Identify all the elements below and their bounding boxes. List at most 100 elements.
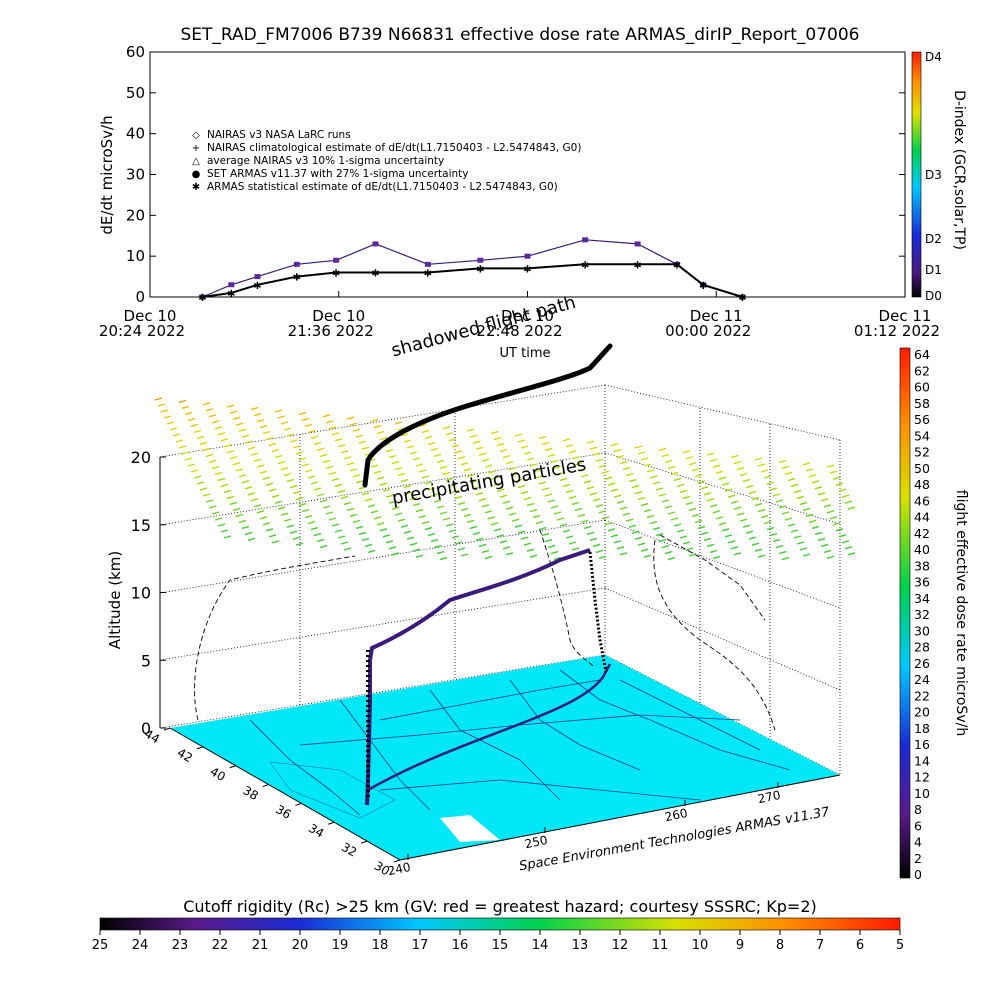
particle-mark bbox=[181, 405, 190, 410]
particle-mark bbox=[676, 483, 685, 488]
top-x-tick-label-line1: Dec 11 bbox=[879, 307, 932, 325]
dose-tick-label: 40 bbox=[914, 542, 930, 557]
particle-mark bbox=[253, 458, 262, 462]
particle-mark bbox=[289, 484, 298, 489]
particle-mark bbox=[169, 427, 178, 431]
particle-mark bbox=[547, 453, 556, 458]
cutoff-tick-label: 8 bbox=[776, 938, 784, 953]
particle-mark bbox=[790, 483, 799, 488]
top-legend: ◇ NAIRAS v3 NASA LaRC runs + NAIRAS climato… bbox=[192, 129, 582, 193]
particle-mark bbox=[514, 478, 523, 483]
particle-mark bbox=[724, 534, 733, 538]
top-x-tick-label-line2: 00:00 2022 bbox=[665, 322, 751, 340]
particle-mark bbox=[391, 460, 400, 465]
particle-mark bbox=[664, 550, 673, 555]
particle-mark bbox=[661, 499, 670, 503]
particle-mark bbox=[574, 507, 583, 512]
series-line bbox=[202, 239, 743, 298]
particle-mark bbox=[160, 409, 169, 413]
particle-mark bbox=[679, 535, 688, 539]
particle-mark bbox=[175, 439, 184, 443]
particle-mark bbox=[202, 447, 211, 452]
particle-mark bbox=[391, 552, 400, 556]
particle-mark bbox=[439, 556, 448, 561]
series-point: ✱ bbox=[581, 260, 589, 271]
particle-mark bbox=[367, 504, 376, 508]
particle-mark bbox=[385, 540, 394, 544]
particle-mark bbox=[712, 555, 721, 560]
particle-mark bbox=[571, 501, 580, 506]
particle-mark bbox=[586, 440, 595, 444]
particle-mark bbox=[655, 532, 664, 537]
particle-mark bbox=[592, 452, 601, 456]
particle-mark bbox=[661, 453, 670, 458]
particle-mark bbox=[400, 524, 409, 528]
lat-tick bbox=[295, 802, 302, 806]
particle-mark bbox=[718, 522, 727, 526]
particle-mark bbox=[232, 507, 241, 512]
particle-mark bbox=[778, 459, 787, 464]
particle-mark bbox=[271, 448, 280, 453]
top-x-tick-label-line1: Dec 10 bbox=[312, 307, 365, 325]
particle-mark bbox=[376, 476, 385, 480]
dose-tick-label: 10 bbox=[914, 786, 930, 801]
particle-mark bbox=[604, 476, 613, 480]
particle-mark bbox=[691, 513, 700, 518]
map-state-lines bbox=[249, 669, 791, 816]
particle-mark bbox=[427, 532, 436, 537]
particle-mark bbox=[514, 524, 523, 528]
particle-mark bbox=[541, 532, 550, 537]
z-tick-label: 10 bbox=[131, 584, 151, 603]
particle-mark bbox=[247, 446, 256, 450]
particle-mark bbox=[283, 427, 292, 431]
particle-mark bbox=[604, 522, 613, 526]
particle-mark bbox=[229, 456, 238, 460]
particle-mark bbox=[232, 416, 241, 420]
particle-mark bbox=[784, 471, 793, 476]
particle-mark bbox=[628, 524, 637, 528]
cutoff-tick-label: 11 bbox=[652, 938, 669, 953]
series-point: ✱ bbox=[198, 293, 206, 304]
particle-mark bbox=[706, 452, 715, 456]
dindex-label: D-index (GCR,solar,TP) bbox=[951, 90, 967, 250]
particle-mark bbox=[361, 492, 370, 496]
particle-mark bbox=[832, 476, 841, 480]
top-y-tick-label: 30 bbox=[126, 166, 145, 184]
particle-mark bbox=[808, 474, 817, 478]
particle-mark bbox=[820, 543, 829, 548]
particle-mark bbox=[289, 530, 298, 534]
particle-mark bbox=[667, 511, 676, 515]
particle-mark bbox=[736, 466, 745, 471]
particle-mark bbox=[730, 454, 739, 459]
particle-mark bbox=[640, 457, 649, 461]
cutoff-tick-label: 20 bbox=[292, 938, 309, 953]
particle-mark bbox=[295, 496, 304, 501]
particle-mark bbox=[430, 447, 439, 452]
particle-mark bbox=[538, 435, 547, 440]
lon-tick-label: 240 bbox=[387, 860, 412, 878]
particle-mark bbox=[193, 429, 202, 434]
particle-mark bbox=[466, 519, 475, 524]
particle-mark bbox=[754, 502, 763, 507]
particle-mark bbox=[274, 454, 283, 459]
particle-mark bbox=[844, 546, 853, 550]
particle-mark bbox=[568, 450, 577, 454]
series-point bbox=[634, 241, 641, 247]
particle-mark bbox=[661, 544, 670, 549]
particle-mark bbox=[586, 531, 595, 536]
top-x-label: UT time bbox=[500, 346, 551, 361]
particle-mark bbox=[316, 538, 325, 543]
particle-mark bbox=[496, 488, 505, 492]
particle-mark bbox=[748, 490, 757, 495]
particle-mark bbox=[469, 434, 478, 438]
particle-mark bbox=[553, 465, 562, 470]
top-y-tick-label: 0 bbox=[135, 288, 145, 306]
particle-mark bbox=[244, 440, 253, 444]
particle-mark bbox=[793, 489, 802, 494]
particle-mark bbox=[505, 506, 514, 510]
particle-mark bbox=[286, 478, 295, 483]
particle-mark bbox=[226, 404, 235, 408]
particle-mark bbox=[319, 499, 328, 503]
particle-mark bbox=[349, 513, 358, 518]
cutoff-tick-label: 14 bbox=[532, 938, 549, 953]
